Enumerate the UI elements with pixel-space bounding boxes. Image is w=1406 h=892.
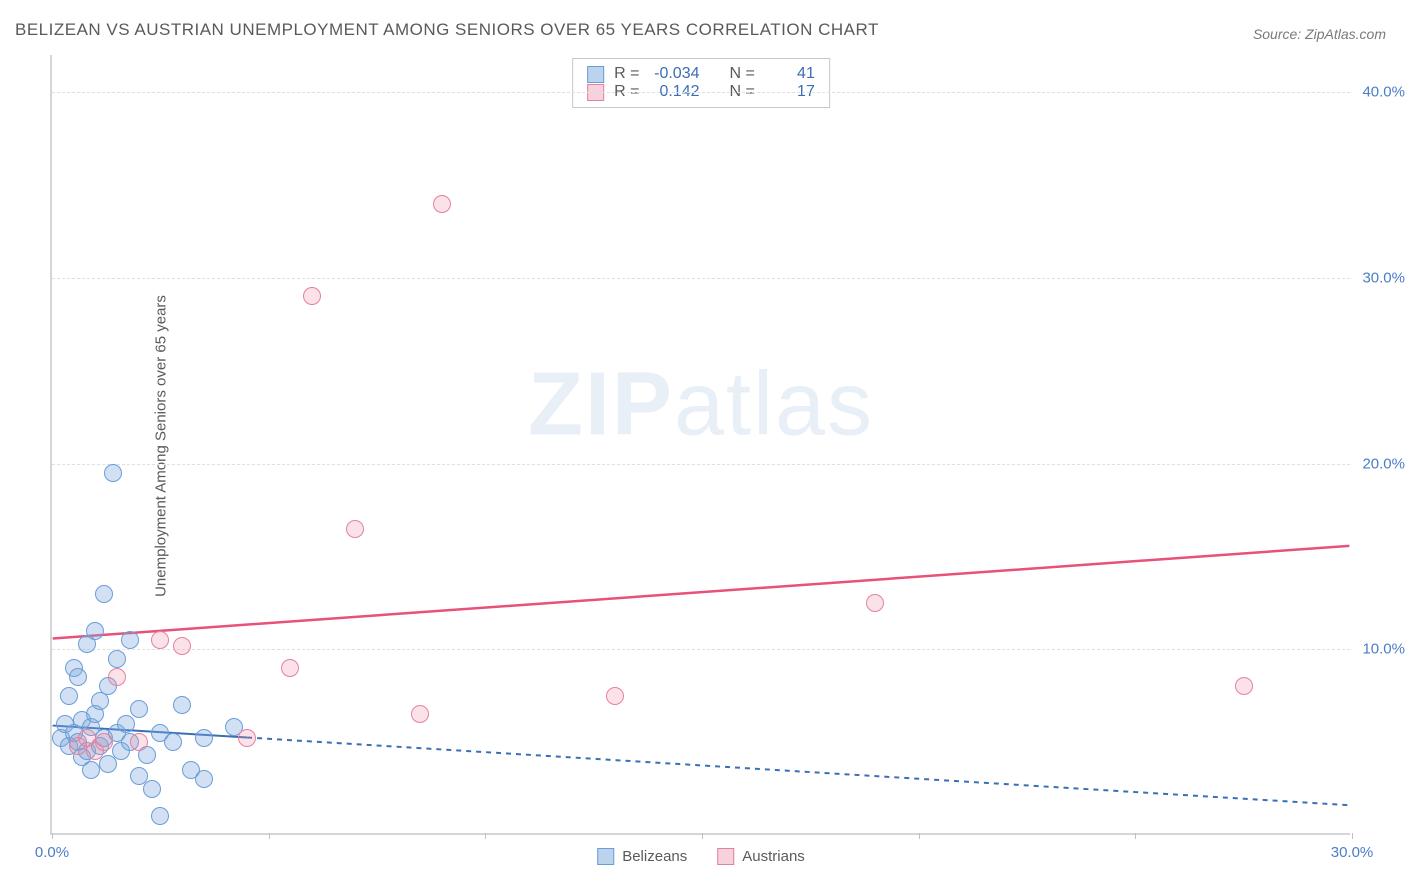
r-label: R = (614, 65, 639, 83)
gridline-h (52, 278, 1350, 279)
scatter-point-blue (130, 700, 148, 718)
r-value-belizeans: -0.034 (650, 65, 700, 83)
n-label: N = (730, 65, 755, 83)
y-tick-label: 30.0% (1362, 269, 1405, 286)
x-tick-mark (269, 833, 270, 839)
gridline-h (52, 92, 1350, 93)
trend-line-pink (53, 546, 1350, 639)
scatter-point-pink (303, 287, 321, 305)
watermark: ZIPatlas (528, 354, 874, 457)
legend-swatch-pink (717, 848, 734, 865)
scatter-point-pink (108, 668, 126, 686)
scatter-point-pink (151, 631, 169, 649)
y-tick-label: 10.0% (1362, 641, 1405, 658)
x-tick-mark (919, 833, 920, 839)
x-tick-label: 0.0% (35, 844, 69, 861)
y-tick-label: 20.0% (1362, 455, 1405, 472)
scatter-point-blue (117, 715, 135, 733)
scatter-point-blue (69, 668, 87, 686)
scatter-point-blue (164, 733, 182, 751)
source-attribution: Source: ZipAtlas.com (1253, 26, 1386, 42)
plot-area: ZIPatlas R = -0.034 N = 41 R = 0.142 N =… (50, 55, 1350, 835)
watermark-bold: ZIP (528, 355, 674, 455)
scatter-point-pink (346, 520, 364, 538)
scatter-point-blue (95, 585, 113, 603)
scatter-point-blue (173, 696, 191, 714)
scatter-point-pink (606, 687, 624, 705)
scatter-point-blue (108, 650, 126, 668)
watermark-light: atlas (674, 355, 874, 455)
legend-swatch-blue (587, 66, 604, 83)
legend-label-belizeans: Belizeans (622, 848, 687, 865)
trend-lines-svg (52, 55, 1350, 833)
y-tick-label: 40.0% (1362, 84, 1405, 101)
legend-item-belizeans: Belizeans (597, 848, 687, 865)
scatter-point-blue (104, 464, 122, 482)
n-value-belizeans: 41 (765, 65, 815, 83)
scatter-point-pink (95, 733, 113, 751)
scatter-point-pink (411, 705, 429, 723)
series-legend: Belizeans Austrians (597, 848, 805, 865)
x-tick-mark (1135, 833, 1136, 839)
scatter-point-blue (60, 687, 78, 705)
legend-swatch-blue (597, 848, 614, 865)
scatter-point-blue (143, 780, 161, 798)
scatter-point-pink (238, 729, 256, 747)
scatter-point-blue (82, 761, 100, 779)
x-tick-mark (1352, 833, 1353, 839)
scatter-point-blue (121, 631, 139, 649)
gridline-h (52, 464, 1350, 465)
scatter-point-blue (195, 770, 213, 788)
stats-row-belizeans: R = -0.034 N = 41 (587, 65, 815, 83)
scatter-point-pink (1235, 677, 1253, 695)
scatter-point-blue (151, 807, 169, 825)
correlation-stats-box: R = -0.034 N = 41 R = 0.142 N = 17 (572, 58, 830, 108)
x-tick-mark (485, 833, 486, 839)
scatter-point-pink (281, 659, 299, 677)
trend-line-blue-dashed (247, 738, 1349, 806)
x-tick-label: 30.0% (1331, 844, 1374, 861)
x-tick-mark (702, 833, 703, 839)
legend-item-austrians: Austrians (717, 848, 805, 865)
scatter-point-pink (866, 594, 884, 612)
chart-container: BELIZEAN VS AUSTRIAN UNEMPLOYMENT AMONG … (0, 0, 1406, 892)
scatter-point-blue (86, 622, 104, 640)
chart-title: BELIZEAN VS AUSTRIAN UNEMPLOYMENT AMONG … (15, 20, 879, 40)
gridline-h (52, 649, 1350, 650)
scatter-point-pink (173, 637, 191, 655)
legend-label-austrians: Austrians (742, 848, 805, 865)
scatter-point-pink (130, 733, 148, 751)
scatter-point-pink (433, 195, 451, 213)
x-tick-mark (52, 833, 53, 839)
scatter-point-blue (195, 729, 213, 747)
